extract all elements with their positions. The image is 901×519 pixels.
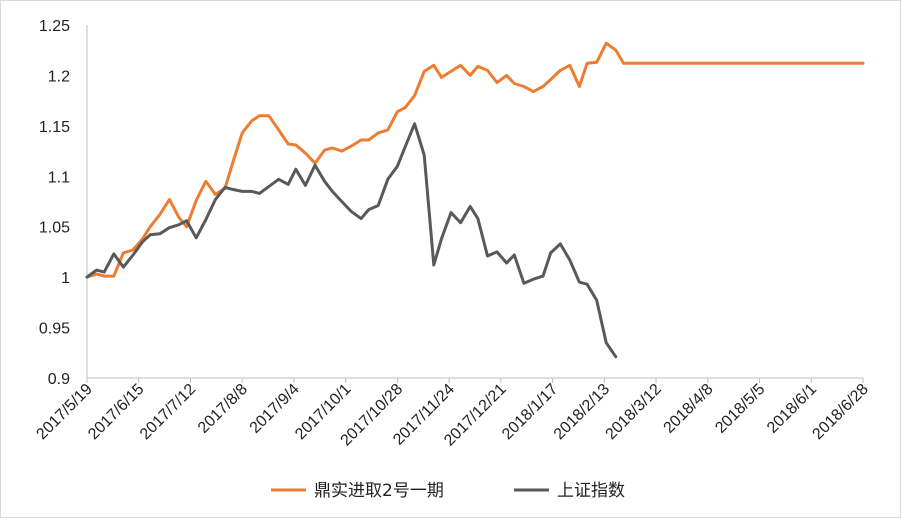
y-tick-label: 1.15	[39, 119, 70, 136]
series-line-1	[85, 122, 618, 359]
legend: 鼎实进取2号一期 上证指数	[271, 481, 625, 501]
legend-label-0: 鼎实进取2号一期	[314, 481, 444, 501]
y-tick-label: 1	[61, 270, 70, 287]
y-tick-label: 0.9	[48, 371, 70, 388]
y-tick-label: 1.1	[48, 169, 70, 186]
series-lines	[85, 41, 865, 359]
y-tick-label: 0.95	[39, 321, 70, 338]
x-tick-label: 2017/8/8	[195, 381, 251, 437]
y-tick-label: 1.25	[39, 18, 70, 35]
x-tick-label: 2018/4/8	[661, 381, 717, 437]
x-tick-label: 2018/6/28	[809, 381, 871, 443]
y-tick-label: 1.2	[48, 68, 70, 85]
legend-label-1: 上证指数	[557, 481, 625, 501]
y-axis: 0.9 0.95 1 1.05 1.1 1.15 1.2 1.25	[39, 18, 88, 388]
x-tick-label: 2018/3/12	[603, 381, 665, 443]
x-tick-label: 2018/5/5	[712, 381, 768, 437]
x-tick-label: 2017/7/12	[137, 381, 199, 443]
x-axis: 2017/5/192017/6/152017/7/122017/8/82017/…	[33, 377, 872, 449]
y-tick-label: 1.05	[39, 220, 70, 237]
series-line-0	[85, 41, 865, 279]
